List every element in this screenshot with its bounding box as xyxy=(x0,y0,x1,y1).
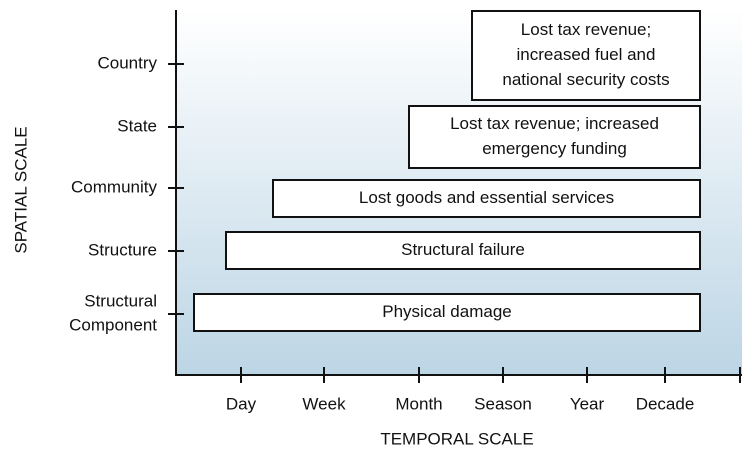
y-label: State xyxy=(117,116,157,135)
y-label: Community xyxy=(71,177,157,196)
y-label: Country xyxy=(97,53,157,72)
impact-box xyxy=(272,179,701,218)
impact-box xyxy=(408,105,701,169)
impact-text: Lost tax revenue; xyxy=(521,20,651,39)
impact-text: Lost tax revenue; increased xyxy=(450,114,659,133)
impact-text: increased fuel and xyxy=(517,45,656,64)
impact-box xyxy=(193,293,701,332)
impact-box xyxy=(471,10,701,101)
y-label: Structural xyxy=(84,291,157,310)
y-label: Component xyxy=(69,315,157,334)
impact-text: national security costs xyxy=(502,70,669,89)
x-label: Month xyxy=(395,394,442,413)
x-label: Decade xyxy=(636,394,695,413)
impact-text: emergency funding xyxy=(482,139,627,158)
impact-box xyxy=(225,231,701,270)
impact-text: Physical damage xyxy=(382,302,511,321)
impact-text: Lost goods and essential services xyxy=(359,188,614,207)
x-axis-title: TEMPORAL SCALE xyxy=(380,429,533,448)
x-label: Season xyxy=(474,394,532,413)
content: Country State Community Structure Structural… xyxy=(69,10,701,413)
x-label: Year xyxy=(570,394,605,413)
x-label: Day xyxy=(226,394,257,413)
y-axis-title: SPATIAL SCALE xyxy=(11,126,30,253)
y-label: Structure xyxy=(88,240,157,259)
x-label: Week xyxy=(302,394,346,413)
impact-text: Structural failure xyxy=(401,240,525,259)
